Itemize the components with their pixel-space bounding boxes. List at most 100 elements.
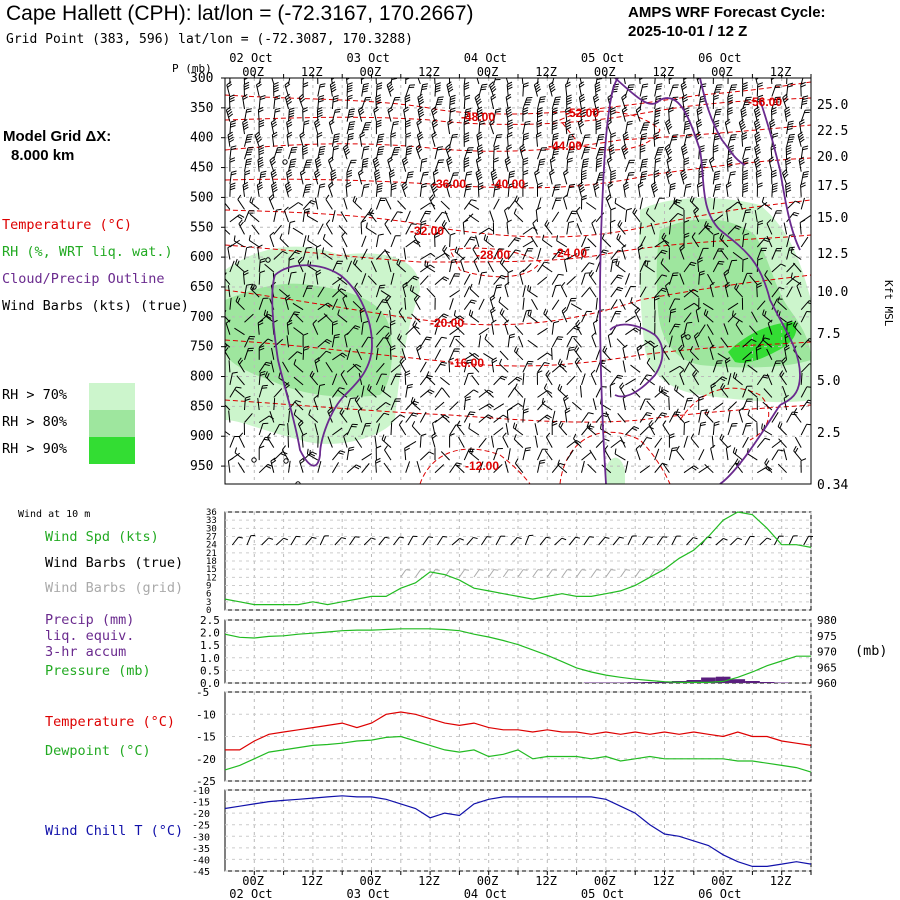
p-tick-950: 950 [190,459,213,474]
wind-barb-872 [624,172,635,185]
wind-barb-731 [551,410,556,423]
wind-barb-662 [513,346,524,361]
wind-barb-424 [419,171,429,185]
panel-windchill: -10-15-20-25-30-35-40-45 [192,786,812,878]
kft-tick-25.0: 25.0 [817,98,848,113]
wind-barb-1008 [679,273,685,285]
wind-barb-1110 [717,353,729,361]
wind-barb-1045 [693,332,700,348]
wind-barb-567 [470,363,480,373]
wind-barb-720 [551,273,564,285]
bottom-time-7: 12Z [653,874,675,888]
wind-barb-85 [258,338,273,348]
wind-barb-1021 [683,435,688,448]
wind-barb-133 [286,131,293,147]
wind-barb-570 [478,403,494,411]
wind-barb-824 [590,369,597,386]
wind-tick-27: 27 [206,533,217,543]
temp-label--52.00: -52.00 [565,106,599,120]
wind-barb-797 [573,433,582,448]
wind-barb-1198 [771,247,782,260]
wind-barb-934 [654,146,664,160]
wind-barb-1009 [683,288,699,298]
wind-barb-47 [234,258,245,273]
wind-barb-674 [537,96,546,110]
wind-barb-285 [343,432,349,448]
wind-barb-568 [471,375,480,386]
wind-barb-210 [317,302,333,311]
precip-bar-7 [686,680,702,683]
wind-barb-3 [225,106,234,122]
wind-barb-904 [639,170,648,185]
wind-barb-877 [616,233,626,248]
wind-barb-1140 [735,319,744,335]
wind-barb-490 [440,200,450,210]
top-time-8: 00Z [711,65,733,79]
wind10m-barb-true-20 [524,534,534,546]
wind-barb-1122 [742,96,752,110]
wind-barb-506 [449,401,459,411]
wind-barb-287 [346,464,362,474]
wind-barb-615 [504,156,511,172]
wind-barb-99 [273,107,281,122]
wind-barb-850 [610,299,618,310]
temp-contour-7 [225,339,811,367]
wind-barb-283 [339,408,348,423]
wind-barb-956 [648,420,656,436]
wind-barb-849 [610,286,624,298]
wind-barb-454 [434,146,444,160]
wind-barb-293 [359,131,366,147]
wind-barb-1258 [800,197,805,210]
precip-tick-2.0: 2.0 [200,627,220,640]
wind-barb-656 [519,269,525,285]
wind-barb-563 [468,309,480,323]
wind-barb-785 [581,287,590,298]
wind-barb-516 [463,119,470,135]
wind-barb-194 [317,95,325,110]
wind-barb-1051 [698,409,707,423]
wind10m-barb-true-3 [275,537,288,546]
windchill-tick--10: -10 [192,786,210,797]
wind-barb-1118 [725,445,732,461]
wind-barb-784 [581,272,591,285]
precip-bar-2 [613,682,628,683]
precip-bar-5 [657,681,672,683]
wind-barb-234 [325,194,333,210]
wind-barb-643 [522,107,529,122]
wind-barb-875 [624,208,632,222]
wind-barb-573 [478,437,487,448]
wind-barb-518 [463,147,474,160]
legend-wind-chill: Wind Chill T (°C) [45,823,184,839]
wind-barb-498 [449,298,454,310]
wind-barb-1265 [796,281,802,298]
wind10m-barb-true-0 [231,536,243,546]
wind10m-barb-true-15 [451,537,464,546]
wind-barb-44 [238,219,245,235]
wind-barb-185 [294,388,304,398]
wind-barb-694 [537,352,553,361]
wind-barb-1254 [800,145,809,160]
wind-barb-1276 [800,423,811,436]
wind10m-barb-true-38 [788,535,798,546]
wind-barb-489 [445,181,452,197]
wind-barb-278 [346,348,351,360]
wind-barb-270 [342,247,348,260]
p-tick-750: 750 [190,340,213,355]
wind-barb-35 [244,108,252,122]
wind-speed-line [224,511,812,606]
wind-barb-733 [545,432,553,448]
wind-barb-53 [244,335,255,348]
kft-tick-12.5: 12.5 [817,247,848,262]
wind-barb-427 [419,210,432,223]
wind-barb-1172 [749,325,758,336]
wind-barb-535 [463,359,473,373]
wind10m-barb-true-7 [334,537,347,546]
wind-barb-1096 [727,171,736,185]
wind-barb-158 [281,445,289,461]
cloud-outline-4 [609,323,664,398]
wind-barb-1215 [764,458,773,474]
temp-contour-9 [419,448,531,484]
wind-barb-584 [490,169,498,185]
wind-barb-177 [302,285,313,298]
wind-barb-1073 [709,281,715,298]
